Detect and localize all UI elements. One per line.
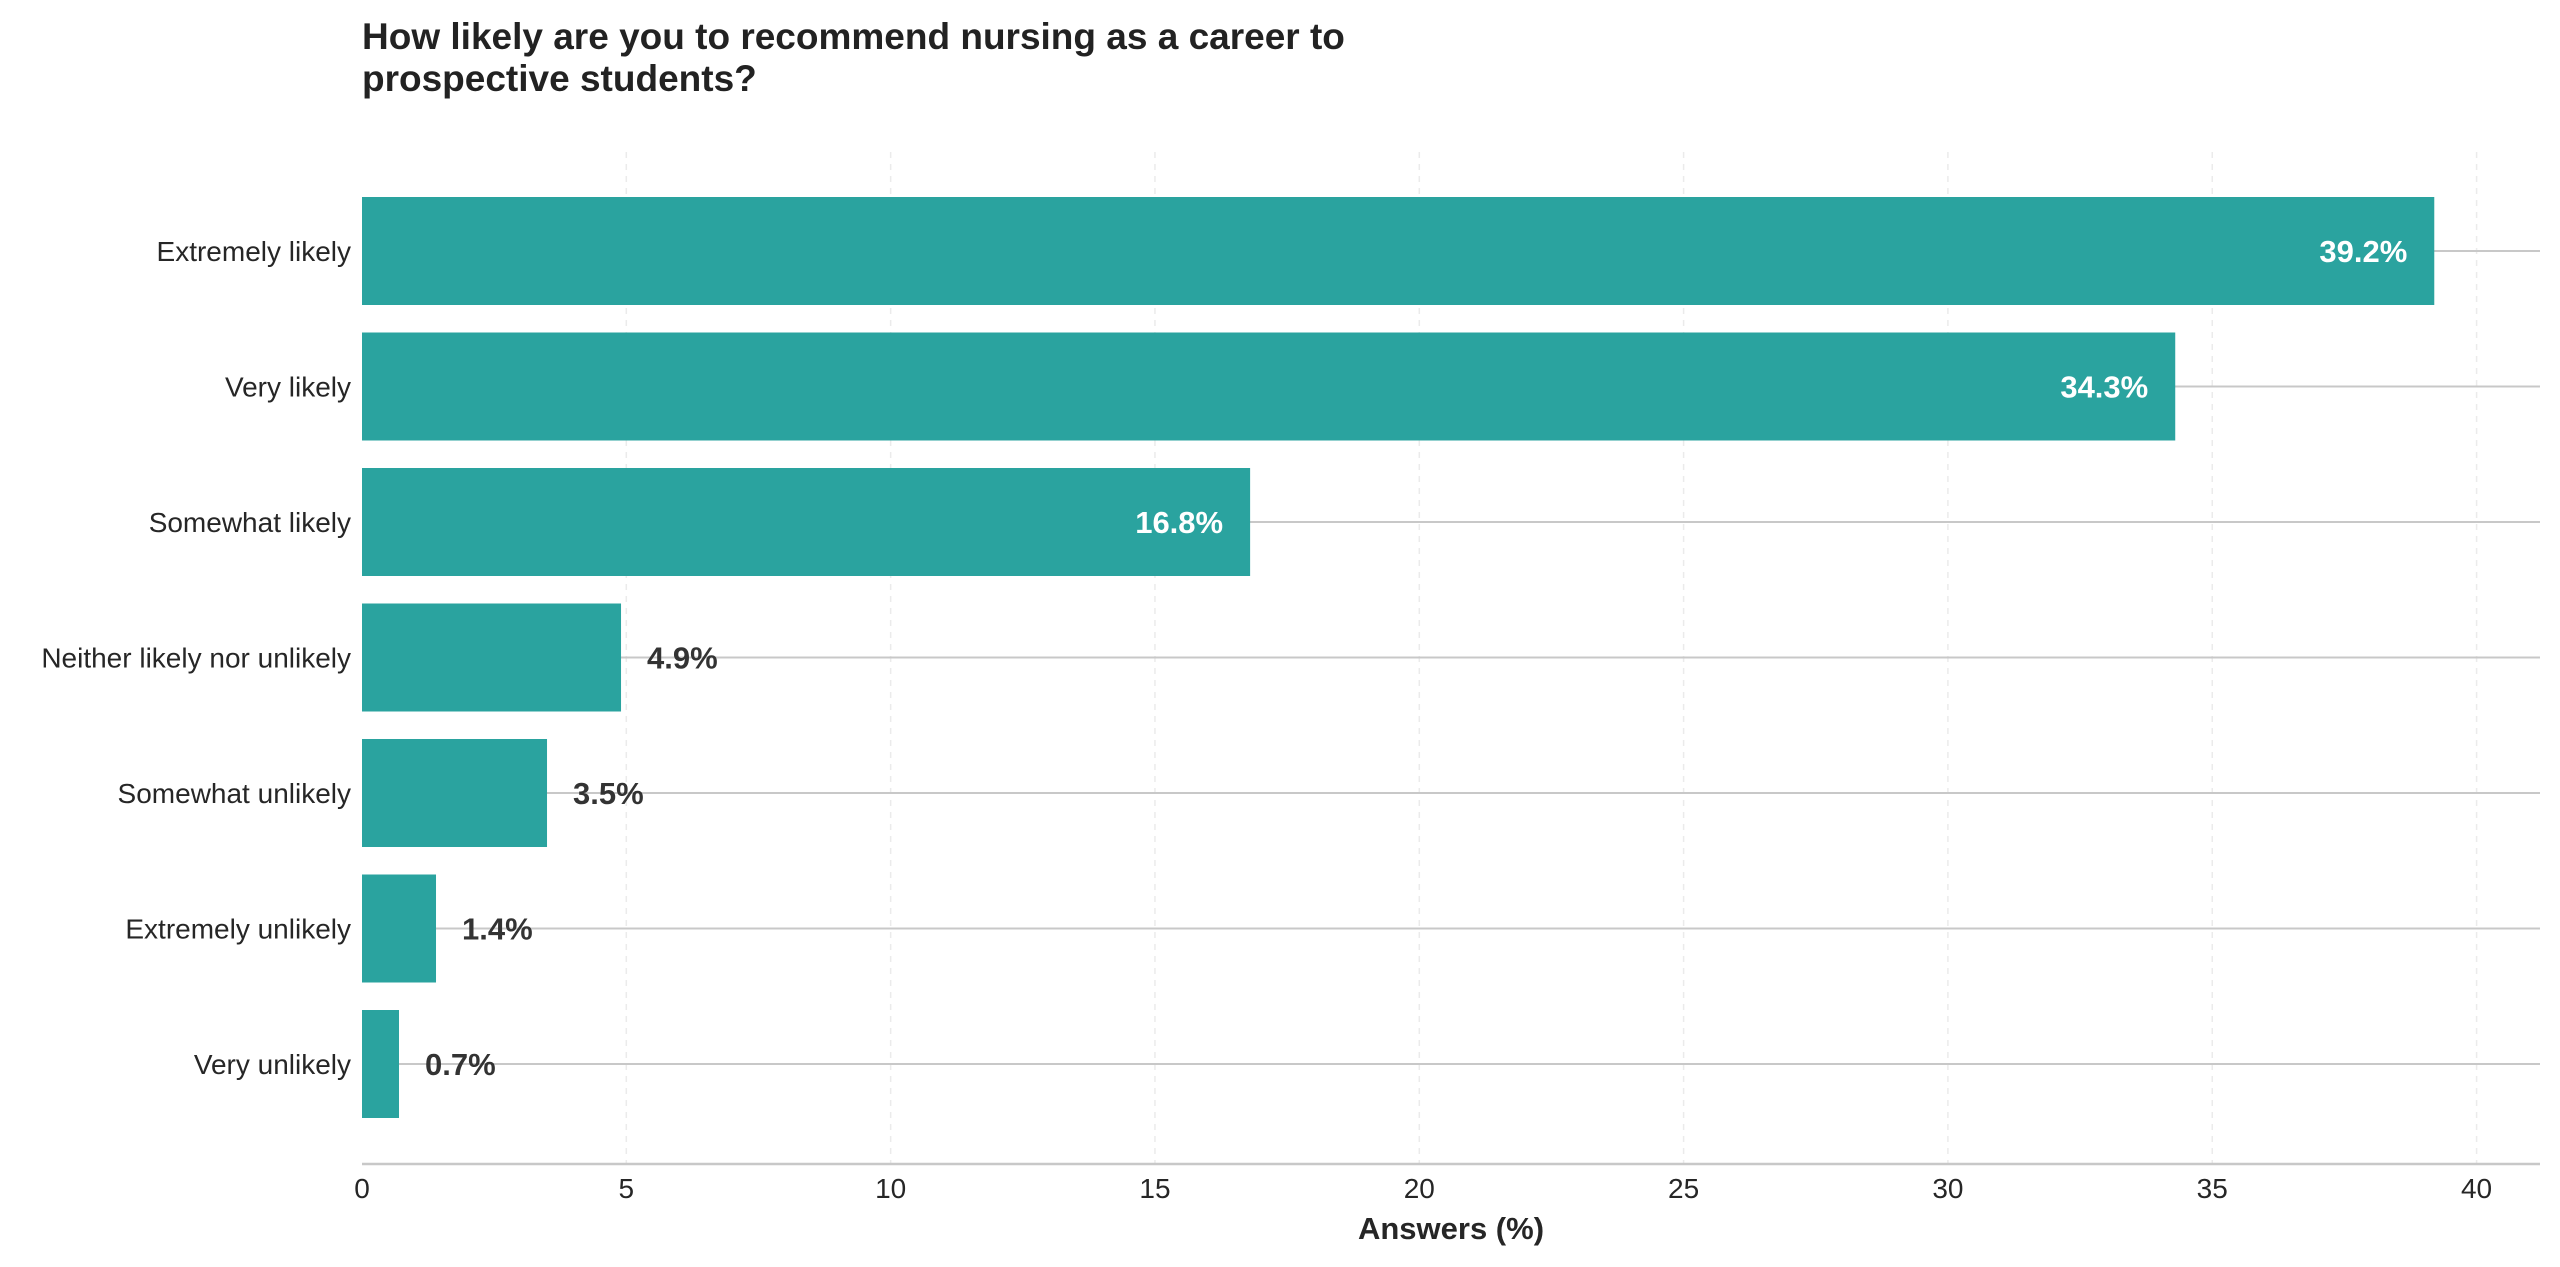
bar-somewhat-likely <box>362 468 1251 576</box>
x-tick-label: 30 <box>1932 1173 1963 1204</box>
y-tick-label: Somewhat likely <box>149 507 351 538</box>
x-axis-title: Answers (%) <box>1358 1211 1544 1246</box>
x-tick-label: 20 <box>1404 1173 1435 1204</box>
data-label: 0.7% <box>425 1047 496 1082</box>
y-tick-label: Very unlikely <box>194 1049 351 1080</box>
bar-very-likely <box>362 332 2176 441</box>
x-tick-label: 5 <box>619 1173 635 1204</box>
data-label: 34.3% <box>2060 370 2148 405</box>
data-labels: 39.2% 34.3% 16.8% 4.9% 3.5% 1.4% 0.7% <box>425 234 2407 1082</box>
x-tick-label: 35 <box>2197 1173 2228 1204</box>
x-tick-label: 40 <box>2461 1173 2492 1204</box>
chart-title: How likely are you to recommend nursing … <box>362 16 1345 99</box>
x-tick-label: 15 <box>1139 1173 1170 1204</box>
data-label: 4.9% <box>647 641 718 676</box>
bar-extremely-likely <box>362 197 2435 305</box>
y-axis-tick-labels: Extremely likely Very likely Somewhat like… <box>41 236 351 1080</box>
y-tick-label: Somewhat unlikely <box>118 778 351 809</box>
x-tick-label: 0 <box>354 1173 370 1204</box>
y-tick-label: Neither likely nor unlikely <box>41 643 351 674</box>
bar-somewhat-unlikely <box>362 739 548 847</box>
data-label: 1.4% <box>462 912 533 947</box>
x-axis-tick-labels: 0 5 10 15 20 25 30 35 40 <box>354 1173 2492 1204</box>
y-tick-label: Extremely unlikely <box>125 914 351 945</box>
data-label: 39.2% <box>2319 234 2407 269</box>
data-label: 16.8% <box>1135 505 1223 540</box>
y-tick-label: Very likely <box>225 372 351 403</box>
bar-neither-likely-nor-unlikely <box>362 603 622 712</box>
bar-extremely-unlikely <box>362 874 437 983</box>
bars <box>362 197 2435 1118</box>
bar-very-unlikely <box>362 1010 400 1118</box>
x-tick-label: 10 <box>875 1173 906 1204</box>
y-tick-label: Extremely likely <box>157 236 351 267</box>
data-label: 3.5% <box>573 776 644 811</box>
x-tick-label: 25 <box>1668 1173 1699 1204</box>
